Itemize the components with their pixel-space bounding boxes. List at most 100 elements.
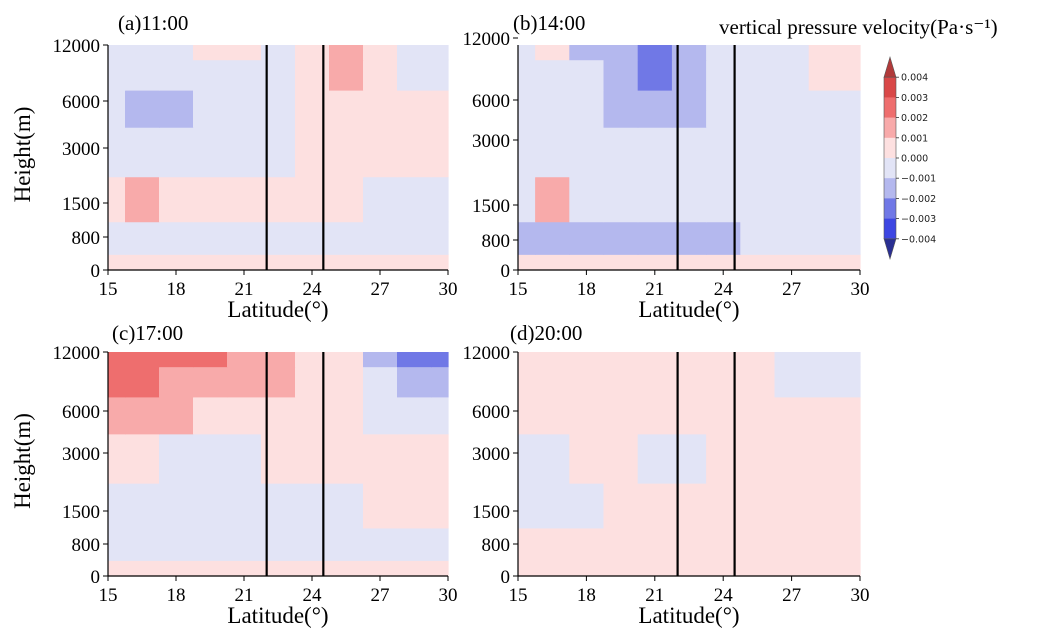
heatmap-cell [193,366,228,398]
heatmap-cell [603,45,639,61]
colorbar-tick-label: 0.000 [901,154,928,165]
y-tick-label: 3000 [472,444,510,465]
y-tick-label: 1500 [472,196,510,217]
heatmap-cell [603,396,639,435]
heatmap-cell [808,396,844,435]
heatmap-cell [774,560,810,577]
heatmap-cell [569,560,605,577]
heatmap-cell [637,59,673,91]
heatmap-cell [363,90,398,128]
heatmap-cell [329,90,364,128]
heatmap-cell [159,254,194,271]
heatmap-cell [774,483,810,529]
heatmap-cell [363,560,398,577]
heatmap-cell [569,396,605,435]
heatmap-cell [518,396,536,435]
colorbar-tick-label: −0.004 [901,234,936,245]
x-tick-label: 18 [167,279,186,300]
heatmap-cell [740,483,776,529]
heatmap-cell [431,45,449,61]
heatmap-cell [363,366,398,398]
heatmap-cell [108,45,126,61]
y-tick-label: 12000 [53,343,101,364]
colorbar-segment [884,178,896,199]
colorbar: 0.004 0.003 0.002 0.001 0.000 −0.001 −0.002 −0.… [883,55,936,261]
heatmap-cell [193,433,228,484]
heatmap-cell [518,127,536,178]
heatmap-cell [397,527,432,561]
y-tick-label: 800 [482,231,511,252]
heatmap-cell [363,176,398,223]
heatmap-cell [261,352,296,368]
y-tick-label: 12000 [53,36,101,57]
heatmap-cell [397,483,432,529]
heatmap-cell [397,396,432,435]
colorbar-tick-label: 0.001 [901,133,928,144]
heatmap-cell [193,483,228,529]
heatmap-cell [125,90,160,128]
y-tick-label: 3000 [472,131,510,152]
heatmap-cell [671,254,707,271]
heatmap-cells [518,352,861,577]
heatmap-cell [193,352,228,368]
heatmap-cell [774,396,810,435]
heatmap-cell [159,352,194,368]
heatmap-cell [518,352,536,368]
heatmap-cell [108,90,126,128]
heatmap-cell [431,352,449,368]
heatmap-cell [569,433,605,484]
colorbar-tick-label: −0.002 [901,194,936,205]
heatmap-cell [740,527,776,561]
heatmap-cell [397,560,432,577]
x-tick-label: 18 [577,279,596,300]
colorbar-tick-label: 0.004 [901,73,928,84]
heatmap-cell [842,483,861,529]
heatmap-cell [808,176,844,223]
heatmap-cell [397,45,432,61]
heatmap-cell [774,90,810,128]
heatmap-cell [842,221,861,255]
heatmap-cell [329,45,364,61]
heatmap-cell [261,560,296,577]
heatmap-cell [431,527,449,561]
heatmap-cell [808,127,844,178]
x-tick-label: 15 [99,585,118,606]
heatmap-cell [637,221,673,255]
heatmap-cell [518,366,536,398]
heatmap-cell [193,45,228,61]
colorbar-segment [884,97,896,118]
heatmap-cell [363,59,398,91]
heatmap-cell [603,90,639,128]
heatmap-cell [535,176,570,223]
heatmap-cell [363,396,398,435]
heatmap-cell [774,366,810,398]
heatmap-cell [108,176,126,223]
heatmap-cell [227,176,262,223]
heatmap-cell [808,560,844,577]
heatmap-cell [671,45,707,61]
heatmap-cell [774,176,810,223]
heatmap-cell [193,396,228,435]
heatmap-cell [603,127,639,178]
colorbar-segment [884,137,896,159]
heatmap-cell [671,560,707,577]
heatmap-cell [108,483,126,529]
heatmap-cell [740,352,776,368]
heatmap-cell [261,254,296,271]
heatmap-cell [740,396,776,435]
x-tick-label: 24 [303,279,323,300]
heatmap-cell [740,127,776,178]
heatmap-cell [431,396,449,435]
heatmap-cell [603,254,639,271]
colorbar-segment [883,55,897,78]
heatmap-cell [569,254,605,271]
heatmap-cell [706,352,741,368]
x-tick-label: 21 [235,585,254,606]
y-tick-label: 0 [501,261,511,282]
heatmap-cell [569,45,605,61]
x-tick-label: 24 [714,585,734,606]
heatmap-cell [363,221,398,255]
colorbar-segment [883,238,897,261]
heatmap-cell [159,45,194,61]
heatmap-cell [227,560,262,577]
